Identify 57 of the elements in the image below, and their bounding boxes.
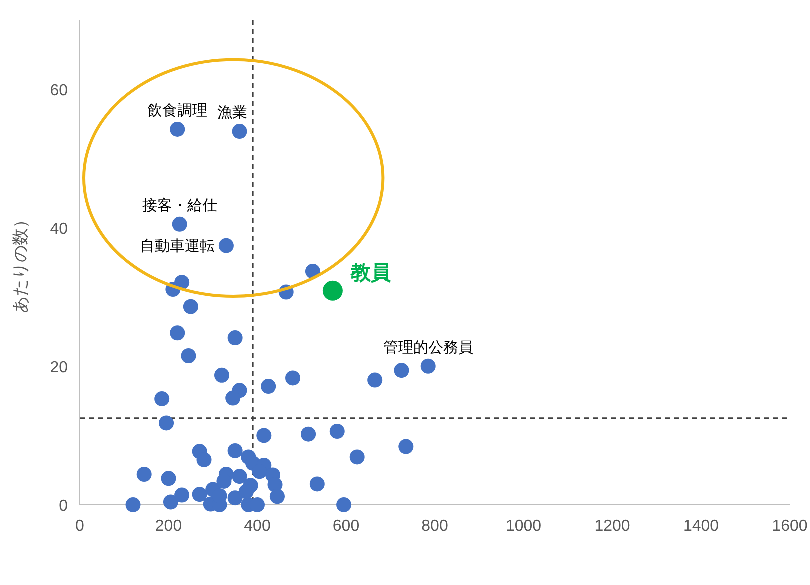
x-tick-label: 200 (155, 518, 182, 535)
x-tick-label: 1600 (772, 518, 808, 535)
point (126, 498, 141, 512)
point (228, 330, 243, 346)
point (232, 469, 248, 484)
y-tick-label: 40 (50, 220, 68, 238)
x-tick-label: 0 (76, 518, 85, 535)
point (350, 450, 365, 465)
point (301, 426, 316, 442)
point (238, 484, 254, 500)
point (192, 487, 208, 502)
x-tick-label: 1200 (594, 518, 630, 535)
series-label: 教員 (350, 262, 392, 285)
point (232, 124, 248, 140)
point (286, 370, 300, 386)
point (228, 490, 243, 506)
annotation: 管理的公務員 (383, 340, 474, 357)
y-tick-label: 20 (50, 359, 68, 376)
y-axis-title: あたりの数） (11, 212, 30, 314)
point (261, 379, 276, 394)
point (170, 326, 186, 341)
x-tick-label: 800 (422, 518, 448, 535)
annotation: 漁業 (217, 104, 248, 122)
point (330, 424, 345, 440)
point (322, 280, 343, 301)
point (154, 391, 170, 406)
point (196, 452, 212, 468)
point (368, 372, 383, 388)
point (226, 390, 241, 406)
y-tick-label: 0 (59, 498, 68, 515)
point (214, 368, 230, 383)
point (159, 416, 174, 431)
point (161, 471, 176, 486)
point (310, 476, 325, 492)
point (420, 358, 436, 374)
x-tick-label: 1400 (683, 518, 720, 535)
x-tick-label: 600 (332, 518, 360, 535)
point (172, 216, 188, 232)
point (270, 489, 285, 504)
point (218, 238, 234, 254)
point (398, 439, 414, 454)
point (181, 348, 196, 364)
annotation: 飲食調理 (148, 102, 208, 120)
y-tick-label: 60 (50, 82, 68, 100)
point (228, 443, 243, 458)
point (336, 498, 352, 512)
point (163, 494, 178, 510)
annotation: 接客・給仕 (142, 197, 218, 214)
x-tick-label: 400 (244, 518, 271, 535)
point (174, 488, 190, 503)
x-tick-label: 1000 (506, 518, 542, 535)
point (136, 467, 152, 482)
point (183, 299, 198, 314)
point (170, 122, 186, 137)
point (256, 428, 272, 444)
annotation: 自動車運転 (140, 238, 215, 255)
point (394, 363, 410, 378)
